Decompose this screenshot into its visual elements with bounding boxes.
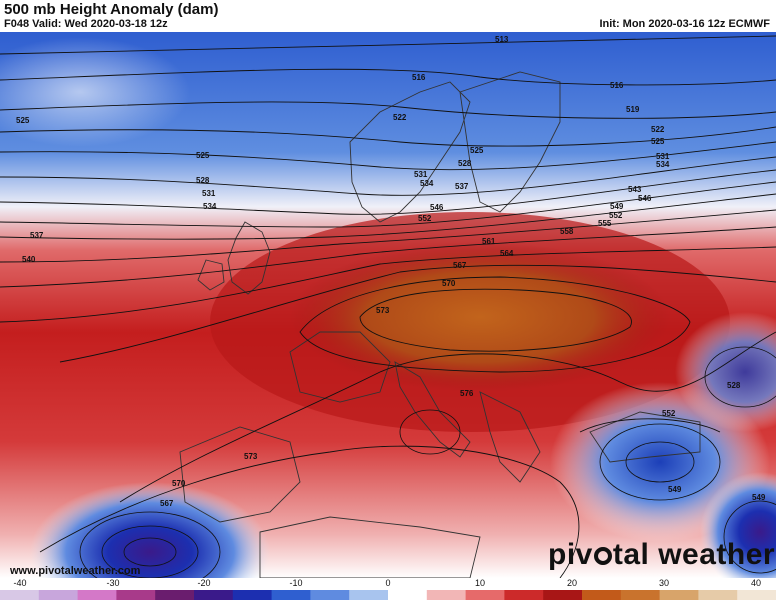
contour-label: 552 [418, 214, 432, 223]
contour-label: 561 [482, 237, 496, 246]
contour-label: 549 [610, 202, 624, 211]
colorbar-tick: -20 [197, 578, 211, 588]
contour-label: 558 [560, 227, 574, 236]
southeast-low [700, 472, 776, 578]
colorbar-tick: -10 [289, 578, 303, 588]
contour-label: 534 [203, 202, 217, 211]
contour-label-group: 513 516 516 519 522 522 525 525 525 525 … [16, 35, 766, 508]
colorbar-swatch [737, 590, 776, 600]
contour-label: 546 [638, 194, 652, 203]
logo-text-start: piv [548, 538, 593, 571]
colorbar-swatch [271, 590, 311, 600]
logo-text-end: tal weather [612, 538, 776, 571]
map-canvas: 513 516 516 519 522 522 525 525 525 525 … [0, 32, 776, 578]
gear-icon [593, 547, 612, 566]
colorbar-scale [0, 590, 776, 600]
contour-label: 522 [651, 125, 665, 134]
closed-contours [79, 346, 776, 578]
colorbar-swatch [155, 590, 195, 600]
contour-label: 549 [752, 493, 766, 502]
contour-label: 549 [668, 485, 682, 494]
contour-label: 537 [455, 182, 469, 191]
atlantic-low [30, 482, 270, 578]
colorbar-swatch [310, 590, 350, 600]
colorbar-swatch [388, 590, 428, 600]
caspian-low [675, 312, 776, 432]
contour-label: 519 [626, 105, 640, 114]
contour-label: 525 [651, 137, 665, 146]
colorbar-swatch [582, 590, 622, 600]
colorbar-swatch [504, 590, 544, 600]
colorbar-swatch [0, 590, 40, 600]
contour-label: 567 [453, 261, 467, 270]
colorbar-tick: 30 [658, 578, 670, 588]
anomaly-map: 513 516 516 519 522 522 525 525 525 525 … [0, 32, 776, 578]
weak-anomaly-area [0, 37, 190, 147]
contour-label: 525 [16, 116, 30, 125]
colorbar-tick: -30 [106, 578, 120, 588]
contour-label: 513 [495, 35, 509, 44]
colorbar-swatch [543, 590, 583, 600]
map-title: 500 mb Height Anomaly (dam) [4, 1, 219, 18]
colorbar-swatch [77, 590, 117, 600]
colorbar-tick: 0 [385, 578, 391, 588]
colorbar-swatch [116, 590, 156, 600]
colorbar-swatch [232, 590, 273, 600]
colorbar-swatch [38, 590, 79, 600]
colorbar-tick: 20 [566, 578, 578, 588]
colorbar-swatch [194, 590, 234, 600]
contour-label: 552 [662, 409, 676, 418]
contour-label: 528 [196, 176, 210, 185]
colorbar-tick: 10 [474, 578, 486, 588]
contour-label: 576 [460, 389, 474, 398]
ridge-core [290, 242, 670, 392]
header: 500 mb Height Anomaly (dam) F048 Valid: … [0, 0, 776, 32]
contour-label: 540 [22, 255, 36, 264]
pivotal-weather-logo: piv tal weather [548, 538, 775, 572]
contour-label: 534 [420, 179, 434, 188]
height-contours [0, 35, 776, 578]
colorbar: -40 -30 -20 -10 0 10 20 30 40 [0, 578, 776, 600]
contour-label: 564 [500, 249, 514, 258]
valid-time: F048 Valid: Wed 2020-03-18 12z [4, 18, 168, 30]
init-time: Init: Mon 2020-03-16 12z ECMWF [599, 18, 770, 30]
contour-label: 537 [30, 231, 44, 240]
contour-label: 534 [656, 160, 670, 169]
coastlines [179, 71, 701, 578]
colorbar-swatch [659, 590, 699, 600]
colorbar-swatch [698, 590, 738, 600]
contour-label: 573 [376, 306, 390, 315]
colorbar-swatch [465, 590, 505, 600]
contour-label: 546 [430, 203, 444, 212]
colorbar-tick: 40 [750, 578, 762, 588]
contour-label: 552 [609, 211, 623, 220]
colorbar-swatch [620, 590, 661, 600]
colorbar-swatch [426, 590, 467, 600]
contour-label: 528 [727, 381, 741, 390]
contour-label: 531 [656, 152, 670, 161]
contour-label: 573 [244, 452, 258, 461]
contour-label: 555 [598, 219, 612, 228]
source-url: www.pivotalweather.com [10, 565, 141, 577]
contour-label: 570 [172, 479, 186, 488]
contour-label: 543 [628, 185, 642, 194]
contour-label: 531 [414, 170, 428, 179]
colorbar-swatch [349, 590, 389, 600]
contour-label: 522 [393, 113, 407, 122]
colorbar-tick: -40 [13, 578, 27, 588]
contour-label: 570 [442, 279, 456, 288]
contour-label: 525 [470, 146, 484, 155]
colorbar-ticks: -40 -30 -20 -10 0 10 20 30 40 [0, 578, 776, 589]
contour-label: 567 [160, 499, 174, 508]
contour-label: 531 [202, 189, 216, 198]
contour-label: 516 [412, 73, 426, 82]
contour-label: 516 [610, 81, 624, 90]
contour-label: 525 [196, 151, 210, 160]
contour-label: 528 [458, 159, 472, 168]
